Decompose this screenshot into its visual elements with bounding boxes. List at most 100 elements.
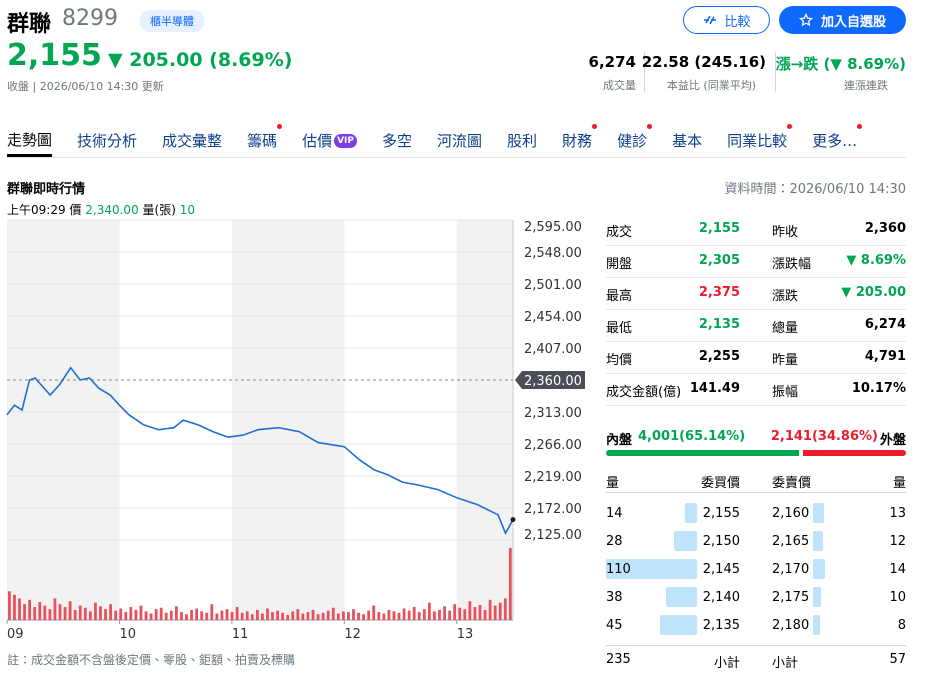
quote-row: 最低 2,135 總量 6,274 [606, 309, 906, 342]
tab[interactable]: 股利 [507, 124, 537, 157]
stock-name: 群聯 [7, 12, 52, 37]
tab[interactable]: 籌碼 [247, 124, 283, 157]
volume-bar [220, 610, 224, 620]
volume-bar [417, 612, 421, 620]
volume-bar [73, 609, 77, 620]
volume-bar [331, 607, 335, 620]
volume-bar [493, 605, 497, 620]
volume-bar [210, 604, 214, 620]
inner-bar [606, 450, 800, 456]
stat-label: 連漲連跌 [844, 79, 888, 92]
tab[interactable]: 走勢圖 [7, 124, 53, 157]
ask-total: 57 [889, 652, 906, 667]
y-tick-label: 2,501.00 [524, 278, 582, 293]
volume-bar [387, 609, 391, 620]
volume-bar [53, 598, 57, 620]
volume-bar [427, 602, 431, 620]
quote-value: 2,255 [698, 349, 740, 364]
volume-bar [159, 607, 163, 620]
tab[interactable]: 健診 [617, 124, 653, 157]
volume-bar [286, 614, 290, 620]
volume-bar [139, 605, 143, 620]
tab[interactable]: 更多… [812, 124, 863, 157]
bid-total-label: 小計 [713, 656, 740, 671]
volume-bar [240, 612, 244, 620]
volume-bar [266, 608, 269, 620]
watchlist-button[interactable]: 加入自選股 [779, 6, 906, 34]
volume-bar [402, 608, 406, 620]
inout-bar [606, 450, 906, 456]
time-band [456, 220, 513, 620]
stat-value: 22.58 (245.16) [641, 53, 766, 71]
volume-bar [134, 609, 138, 620]
notice-dot [277, 124, 283, 129]
volume-bar [109, 604, 112, 620]
volume-bar [215, 613, 219, 620]
hover-info: 上午09:29 價 2,340.00 量(張) 10 [7, 201, 195, 218]
volume-bar [301, 613, 305, 620]
volume-bar [154, 609, 158, 620]
volume-bar [58, 604, 62, 620]
volume-bar [306, 612, 310, 620]
order-book-heading: 量 [606, 476, 620, 491]
tab[interactable]: 技術分析 [77, 124, 137, 157]
tab[interactable]: 基本 [672, 124, 702, 157]
tab[interactable]: 多空 [382, 124, 412, 157]
volume-bar [43, 605, 47, 620]
tab[interactable]: 河流圖 [437, 124, 482, 157]
volume-bar [245, 611, 249, 620]
reference-pointer [515, 371, 585, 389]
tab-label: 更多… [812, 132, 858, 150]
volume-bar [473, 607, 477, 620]
order-row: 45 2,135 2,180 8 [606, 612, 906, 640]
notice-dot [857, 124, 863, 129]
bid-total: 235 [606, 652, 631, 667]
tab[interactable]: 成交彙整 [162, 124, 222, 157]
hover-time: 上午09:29 [7, 203, 66, 217]
order-book-heading: 量 [892, 476, 906, 491]
volume-bar [169, 610, 173, 620]
volume-bar [261, 613, 264, 620]
bid-price: 2,135 [702, 618, 740, 633]
ask-price: 2,160 [772, 506, 810, 521]
status-text: 收盤 [7, 80, 29, 93]
volume-bar [438, 609, 441, 620]
volume-bar [88, 611, 92, 620]
bid-price: 2,155 [702, 506, 740, 521]
x-tick-label: 13 [457, 627, 474, 642]
tab-label: 成交彙整 [162, 132, 223, 150]
order-book-heading: 委賣價 [772, 476, 812, 491]
price: 2,155 [7, 38, 102, 73]
quote-label: 昨收 [772, 225, 799, 240]
tab[interactable]: 估價 VIP [302, 124, 357, 157]
volume-bar [281, 612, 285, 620]
quote-label: 成交金額(億) [606, 385, 682, 400]
volume-bar [271, 612, 274, 620]
outer-label: 外盤 [879, 433, 906, 448]
hover-price-label: 價 [69, 203, 82, 217]
order-book-footer: 235 小計 小計 57 [606, 645, 906, 674]
tab[interactable]: 同業比較 [727, 124, 793, 157]
bid-bar [665, 587, 697, 607]
volume-bar [48, 609, 52, 620]
status: 收盤 | 2026/06/10 14:30 更新 [7, 80, 164, 93]
ask-bar [813, 615, 820, 635]
volume-bar [129, 607, 133, 620]
volume-bar [205, 612, 209, 620]
tab[interactable]: 財務 [562, 124, 598, 157]
tab-bar: 走勢圖 技術分析 成交彙整 籌碼 估價 VIP 多空 河流圖 股利 財務 健診 基本 同業比較 更多… [7, 124, 863, 157]
order-row: 14 2,155 2,160 13 [606, 500, 906, 528]
quote-value: 2,305 [698, 253, 740, 268]
volume-bar [478, 604, 482, 620]
volume-bar [255, 609, 259, 620]
industry-tag[interactable]: 櫃半導體 [140, 10, 204, 32]
outer-value: 2,141(34.86%) [770, 429, 878, 444]
tab-label: 股利 [507, 132, 538, 150]
volume-bar [498, 602, 502, 620]
reference-label: 2,360.00 [524, 374, 582, 389]
stat-label: 成交量 [603, 79, 636, 92]
ask-total-label: 小計 [772, 656, 799, 671]
volume-bar [124, 612, 128, 620]
compare-button[interactable]: 比較 [683, 6, 770, 34]
volume-bar [180, 612, 183, 620]
